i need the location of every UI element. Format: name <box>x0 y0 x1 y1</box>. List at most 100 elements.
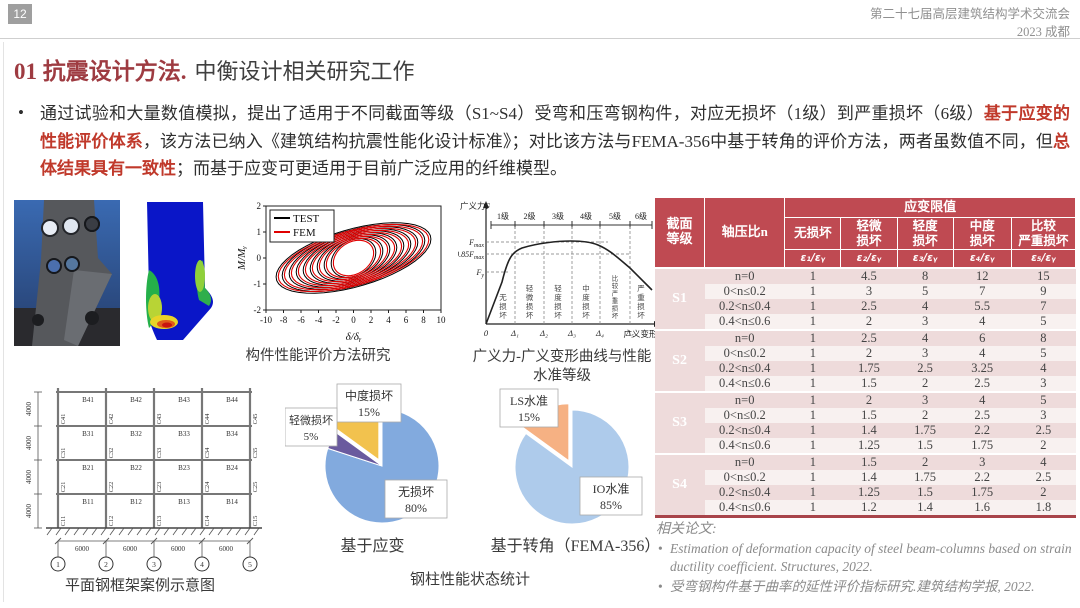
svg-text:4000: 4000 <box>25 436 33 451</box>
svg-text:8: 8 <box>421 315 426 325</box>
strain-value-cell: 5 <box>1011 390 1076 408</box>
axial-ratio-cell: n=0 <box>704 390 785 408</box>
svg-text:2: 2 <box>257 201 262 211</box>
strain-value-cell: 1 <box>784 313 841 330</box>
pie-label-text: 无损坏 <box>398 485 434 499</box>
table-row: S2 n=0 1 2.5 4 6 8 <box>654 328 1076 392</box>
strain-value-cell: 5 <box>1011 313 1076 330</box>
svg-text:6000: 6000 <box>123 545 138 553</box>
svg-text:轻微损坏: 轻微损坏 <box>526 283 534 320</box>
svg-text:Δ₁: Δ₁ <box>510 328 519 338</box>
table-row: 0.2<n≤0.4 1 1.25 1.5 1.75 2 <box>655 484 1076 500</box>
pie-label-box <box>384 479 448 519</box>
svg-text:B31: B31 <box>82 430 94 438</box>
strain-value-cell: 3 <box>1011 375 1076 392</box>
svg-text:Δ₂: Δ₂ <box>539 328 548 338</box>
strain-value-cell: 1.75 <box>953 437 1012 454</box>
paper-item: Estimation of deformation capacity of st… <box>656 540 1076 575</box>
emphasis-text: 基于应变的性能评价体系 <box>40 104 1071 151</box>
strain-value-cell: 2.5 <box>953 375 1012 392</box>
strain-value-cell: 4.5 <box>840 266 898 284</box>
strain-value-cell: 3 <box>840 283 898 299</box>
svg-text:C22: C22 <box>108 482 115 493</box>
pie-label-text: 15% <box>518 410 540 424</box>
axial-ratio-cell: 0.4<n≤0.6 <box>704 437 785 454</box>
header-damage-level: 无损坏 <box>784 217 842 250</box>
svg-text:4级: 4级 <box>580 211 592 221</box>
svg-text:B13: B13 <box>178 498 190 506</box>
svg-text:Fy: Fy <box>475 268 484 279</box>
strain-value-cell: 4 <box>953 345 1012 361</box>
strain-limit-table: 截面 等级 轴压比n 应变限值 无损坏 轻微 损坏 轻度 损坏 中度 损坏 比较 严重损坏 ε₁/εᵧ ε₂… <box>653 197 1077 518</box>
strain-value-cell: 1 <box>784 437 841 454</box>
pie-label-box <box>336 383 402 423</box>
left-edge-line <box>3 42 4 602</box>
axial-ratio-cell: 0<n≤0.2 <box>704 469 785 485</box>
strain-value-cell: 3 <box>897 345 954 361</box>
svg-text:6000: 6000 <box>171 545 186 553</box>
svg-text:-10: -10 <box>260 315 272 325</box>
strain-value-cell: 1 <box>784 390 841 408</box>
conference-name: 第二十七届高层建筑结构学术交流会 <box>869 7 1070 21</box>
svg-text:C15: C15 <box>252 516 259 527</box>
svg-text:5: 5 <box>248 560 252 569</box>
svg-text:0: 0 <box>484 328 489 338</box>
svg-text:-6: -6 <box>297 315 305 325</box>
svg-text:B11: B11 <box>82 498 94 506</box>
pie-label-text: LS水准 <box>510 394 548 408</box>
strain-value-cell: 5.5 <box>953 298 1012 314</box>
strain-value-cell: 12 <box>953 266 1012 284</box>
strain-value-cell: 1.75 <box>840 360 898 376</box>
body-text: ；而基于应变可更适用于目前广泛应用的纤维模型。 <box>176 159 567 179</box>
axial-ratio-cell: 0.2<n≤0.4 <box>704 484 785 500</box>
strain-value-cell: 3 <box>1011 407 1076 423</box>
strain-value-cell: 1.75 <box>897 469 954 485</box>
strain-value-cell: 1.5 <box>840 452 898 470</box>
header-strain-limit: 应变限值 <box>784 197 1076 218</box>
svg-text:Δ₅: Δ₅ <box>625 328 634 338</box>
strain-value-cell: 1.75 <box>897 422 954 438</box>
strain-value-cell: 1.5 <box>897 484 954 500</box>
pie-label-text: 中度损坏 <box>345 388 393 403</box>
header-damage-level: 轻度 损坏 <box>896 217 954 250</box>
svg-text:中度损坏: 中度损坏 <box>582 283 590 320</box>
axial-ratio-cell: 0.4<n≤0.6 <box>704 375 785 392</box>
svg-text:C42: C42 <box>108 414 115 425</box>
strain-value-cell: 2 <box>897 407 954 423</box>
strain-value-cell: 4 <box>897 328 954 346</box>
svg-text:3: 3 <box>152 560 156 569</box>
strain-value-cell: 2.2 <box>953 422 1012 438</box>
strain-value-cell: 4 <box>897 298 954 314</box>
svg-text:4000: 4000 <box>25 402 33 417</box>
svg-text:Fmax: Fmax <box>468 238 484 249</box>
strain-value-cell: 1 <box>784 422 841 438</box>
pie-label-text: 15% <box>358 405 380 419</box>
header-strain-ratio: ε₄/εᵧ <box>952 249 1012 268</box>
svg-text:C25: C25 <box>252 482 259 493</box>
svg-text:4: 4 <box>200 560 204 569</box>
table-row: S4 n=0 1 1.5 2 3 4 <box>654 452 1076 516</box>
svg-text:C33: C33 <box>156 448 163 459</box>
strain-value-cell: 1 <box>784 407 841 423</box>
table-row: 0.4<n≤0.6 1 1.2 1.4 1.6 1.8 <box>655 499 1076 516</box>
svg-text:M/Mᵧ: M/Mᵧ <box>236 246 248 271</box>
slide-title: 01 抗震设计方法. 中衡设计相关研究工作 <box>14 52 1014 86</box>
pie1-caption: 基于应变 <box>340 538 405 555</box>
svg-text:2级: 2级 <box>524 211 536 221</box>
svg-text:B22: B22 <box>130 464 142 472</box>
axial-ratio-cell: 0<n≤0.2 <box>704 283 785 299</box>
strain-value-cell: 1 <box>784 328 841 346</box>
strain-value-cell: 7 <box>953 283 1012 299</box>
table-row: 0<n≤0.2 1 2 3 4 5 <box>655 345 1076 361</box>
svg-text:B42: B42 <box>130 396 142 404</box>
svg-text:-8: -8 <box>280 315 288 325</box>
svg-text:C45: C45 <box>252 414 259 425</box>
related-papers: 相关论文: Estimation of deformation capacity… <box>656 518 1076 599</box>
body-text: ，该方法已纳入《建筑结构抗震性能化设计标准》；对比该方法与FEMA-356中基于… <box>142 131 1054 151</box>
pie-label-box <box>579 476 643 516</box>
section-grade-cell: S3 <box>654 390 705 454</box>
curve-caption: 广义力-广义变形曲线与性能 水准等级 <box>472 349 652 384</box>
strain-value-cell: 8 <box>1011 328 1076 346</box>
header-strain-ratio: ε₃/εᵧ <box>896 249 954 268</box>
